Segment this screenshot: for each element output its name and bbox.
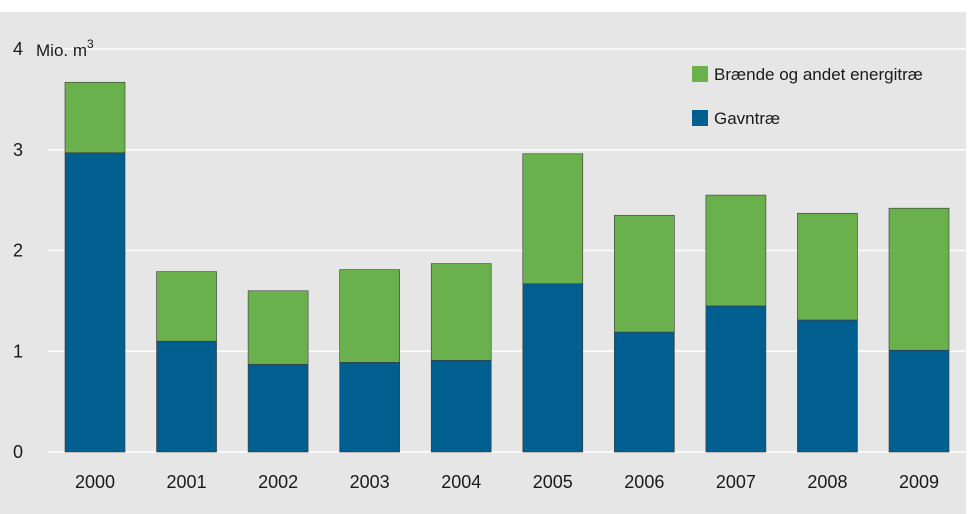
bar-gavntrae-2006: [614, 331, 675, 453]
y-unit-label: Mio. m3: [36, 37, 94, 60]
bar-gavntrae-2002: [247, 364, 309, 453]
bar-braende-2009: [888, 207, 950, 351]
bar-gavntrae-2009: [888, 349, 950, 453]
x-axis: 2000 2001 2002 2003 2004 2005 2006 2007 2008 2009: [75, 472, 939, 492]
bar-braende-2006: [614, 214, 675, 333]
bar-braende-2002: [247, 290, 309, 365]
x-tick-label: 2008: [807, 472, 847, 492]
legend-swatch: [692, 66, 708, 82]
y-tick-label: 4: [13, 39, 23, 59]
y-tick-label: 1: [13, 341, 23, 361]
y-unit-text: Mio. m: [36, 41, 87, 60]
bar-gavntrae-2004: [430, 360, 492, 453]
y-axis: 0 1 2 3 4: [13, 39, 23, 462]
y-tick-label: 0: [13, 442, 23, 462]
bar-braende-2007: [705, 194, 767, 307]
legend-swatch: [692, 110, 708, 126]
bar-braende-2000: [64, 81, 126, 154]
bar-gavntrae-2003: [339, 362, 400, 453]
bar-gavntrae-2007: [705, 305, 767, 453]
bar-braende-2004: [430, 263, 492, 361]
bar-gavntrae-2008: [797, 319, 858, 453]
legend-label: Brænde og andet energitræ: [714, 65, 923, 84]
y-tick-label: 3: [13, 140, 23, 160]
y-unit-superscript: 3: [87, 37, 94, 51]
bar-gavntrae-2000: [64, 152, 126, 453]
bar-braende-2005: [522, 153, 584, 285]
bars: [64, 81, 950, 453]
bar-braende-2008: [797, 212, 858, 321]
legend-label: Gavntræ: [714, 109, 780, 128]
x-tick-label: 2006: [624, 472, 664, 492]
x-tick-label: 2005: [533, 472, 573, 492]
x-tick-label: 2003: [350, 472, 390, 492]
x-tick-label: 2001: [167, 472, 207, 492]
bar-braende-2001: [156, 271, 217, 342]
legend: Brænde og andet energitræ Gavntræ: [692, 65, 923, 128]
x-tick-label: 2007: [716, 472, 756, 492]
bar-braende-2003: [339, 269, 400, 363]
x-tick-label: 2004: [441, 472, 481, 492]
x-tick-label: 2009: [899, 472, 939, 492]
bar-gavntrae-2001: [156, 340, 217, 453]
y-tick-label: 2: [13, 241, 23, 261]
x-tick-label: 2002: [258, 472, 298, 492]
bar-gavntrae-2005: [522, 283, 584, 453]
x-tick-label: 2000: [75, 472, 115, 492]
